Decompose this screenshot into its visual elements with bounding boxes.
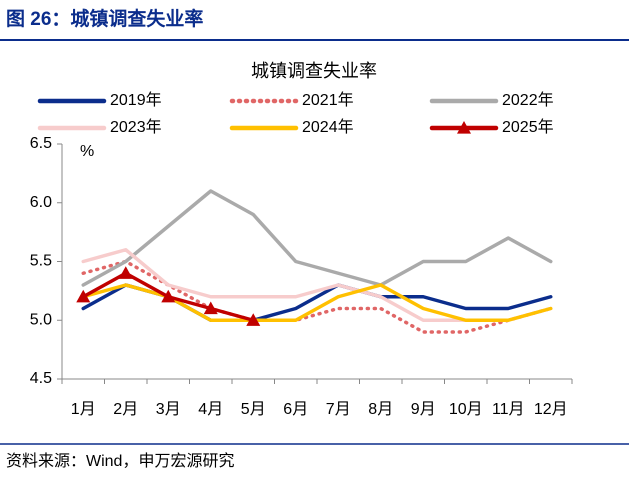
x-tick-label: 2月 <box>113 401 138 418</box>
x-tick-label: 9月 <box>411 401 436 418</box>
legend-label: 2025年 <box>502 118 554 136</box>
y-tick-label: 4.5 <box>30 370 52 387</box>
figure-header: 图 26：城镇调查失业率 <box>6 7 203 30</box>
y-axis-unit: % <box>80 143 94 160</box>
x-tick-label: 12月 <box>534 401 568 418</box>
y-tick-label: 6.5 <box>30 135 52 152</box>
x-tick-label: 10月 <box>449 401 483 418</box>
y-tick-label: 5.5 <box>30 253 52 270</box>
data-point <box>76 289 91 303</box>
y-tick-label: 6.0 <box>30 194 52 211</box>
legend-label: 2023年 <box>110 118 162 136</box>
data-point <box>246 313 261 326</box>
legend-label: 2024年 <box>302 118 354 136</box>
x-tick-label: 7月 <box>326 401 351 418</box>
y-tick-label: 5.0 <box>30 311 52 328</box>
series-line <box>81 189 553 287</box>
legend-label: 2019年 <box>110 91 162 109</box>
chart-title: 城镇调查失业率 <box>251 61 377 81</box>
data-point <box>118 266 133 279</box>
x-tick-label: 8月 <box>368 401 393 418</box>
x-tick-label: 1月 <box>71 401 96 418</box>
data-point <box>161 289 176 303</box>
legend-label: 2022年 <box>502 91 554 109</box>
legend-marker <box>457 121 471 134</box>
legend-label: 2021年 <box>302 91 354 109</box>
x-tick-label: 4月 <box>198 401 223 418</box>
x-tick-label: 11月 <box>492 401 525 418</box>
x-tick-label: 3月 <box>156 401 181 418</box>
source-note: 资料来源：Wind，申万宏源研究 <box>6 452 234 470</box>
data-point <box>203 301 218 315</box>
x-tick-label: 5月 <box>241 401 266 418</box>
x-tick-label: 6月 <box>283 401 308 418</box>
